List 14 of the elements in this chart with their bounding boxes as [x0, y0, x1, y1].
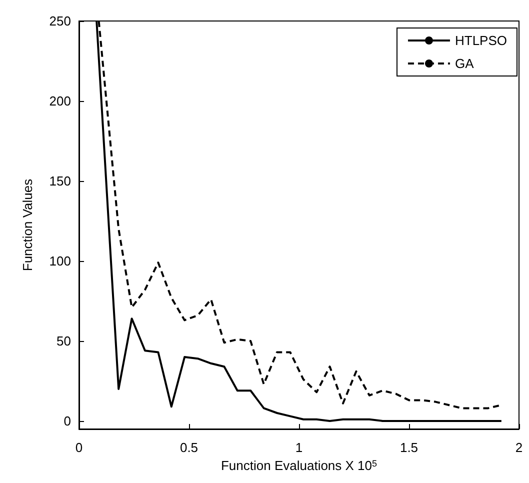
y-axis-title: Function Values	[20, 178, 35, 272]
x-tick-label: 0	[75, 440, 83, 455]
y-tick-label: 200	[49, 94, 71, 108]
y-tick-label: 50	[56, 334, 71, 348]
x-tick-label: 2	[515, 440, 523, 455]
y-tick-label: 250	[49, 14, 71, 28]
legend-label: HTLPSO	[454, 33, 508, 48]
legend-label: GA	[454, 56, 474, 71]
y-tick-label: 0	[64, 414, 71, 428]
x-tick-label: 1.5	[400, 440, 418, 455]
x-tick-label: 0.5	[180, 440, 198, 455]
y-tick-label: 100	[49, 254, 71, 268]
x-tick-label: 1	[295, 440, 303, 455]
y-tick-label: 150	[49, 174, 71, 188]
